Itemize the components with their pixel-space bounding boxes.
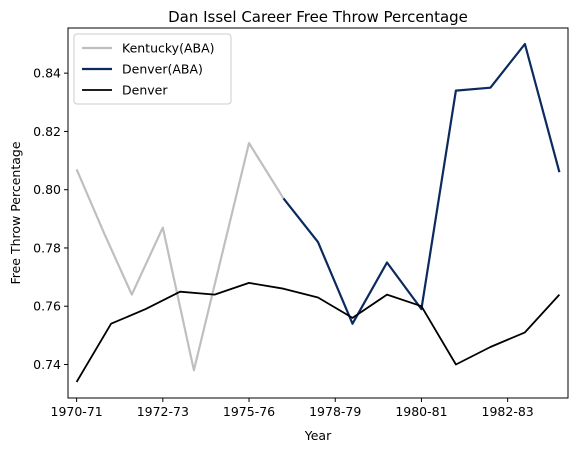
- y-tick-label: 0.76: [33, 299, 61, 314]
- legend-entry: Denver(ABA): [122, 62, 203, 77]
- x-tick-label: 1980-81: [395, 404, 447, 419]
- x-tick-label: 1972-73: [137, 404, 189, 419]
- legend-entry: Kentucky(ABA): [122, 41, 215, 56]
- series-line-0: [75, 142, 285, 372]
- y-axis-ticks: 0.74 0.76 0.78 0.80 0.82 0.84: [33, 66, 68, 372]
- legend-entry: Denver: [122, 83, 168, 98]
- y-tick-label: 0.84: [33, 66, 61, 81]
- series-layer: [75, 42, 561, 383]
- x-axis-label: Year: [304, 428, 332, 443]
- y-axis-label: Free Throw Percentage: [8, 141, 23, 284]
- x-tick-label: 1975-76: [223, 404, 275, 419]
- series-line-1: [282, 42, 561, 325]
- series-line-2: [75, 282, 561, 383]
- legend: Kentucky(ABA) Denver(ABA) Denver: [73, 33, 232, 105]
- x-tick-label: 1978-79: [309, 404, 361, 419]
- y-tick-label: 0.82: [33, 124, 61, 139]
- plot-frame: [67, 27, 569, 399]
- y-tick-label: 0.78: [33, 240, 61, 255]
- plot-area: 1970-71 1972-73 1975-76 1978-79 1980-81 1982-…: [33, 27, 569, 419]
- x-tick-label: 1982-83: [482, 404, 534, 419]
- x-tick-label: 1970-71: [51, 404, 103, 419]
- x-axis-ticks: 1970-71 1972-73 1975-76 1978-79 1980-81 1982-…: [51, 398, 534, 419]
- y-tick-label: 0.74: [33, 357, 61, 372]
- legend-box: [73, 33, 232, 105]
- chart-title: Dan Issel Career Free Throw Percentage: [168, 8, 468, 26]
- y-tick-label: 0.80: [33, 182, 61, 197]
